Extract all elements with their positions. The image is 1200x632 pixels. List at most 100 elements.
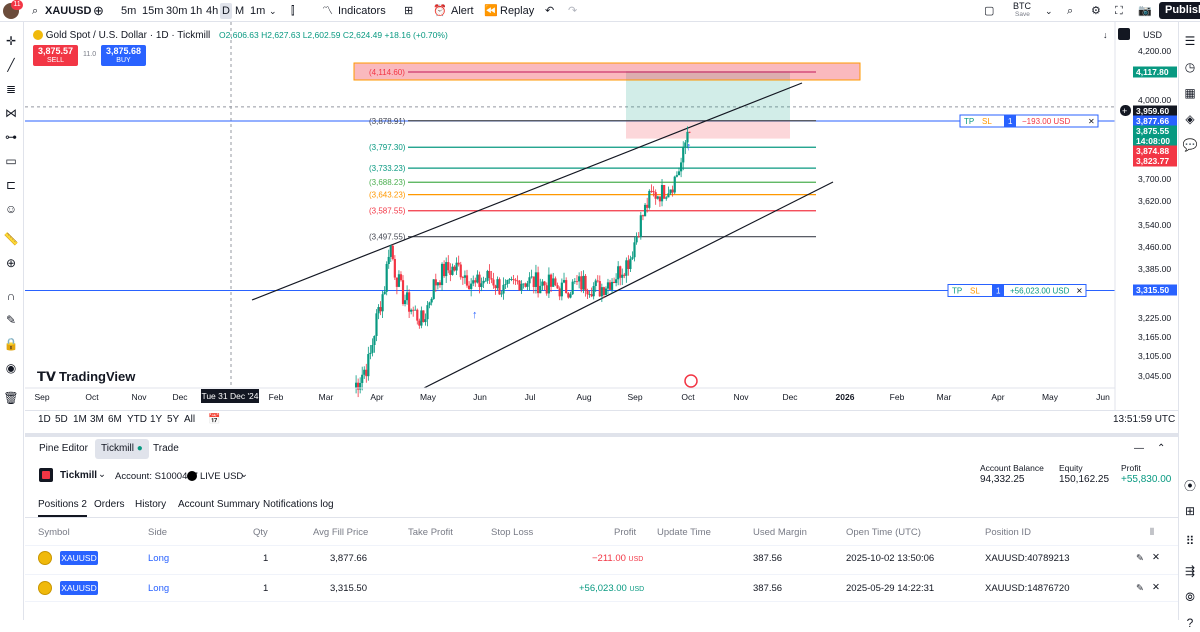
publish-button[interactable]: Publish	[1159, 2, 1200, 19]
goto-date-icon[interactable]: 📅	[208, 414, 221, 425]
range-ytd[interactable]: YTD	[127, 414, 147, 425]
search-icon[interactable]: ⌕	[32, 5, 39, 17]
account-id[interactable]: Account: S1000447	[115, 471, 198, 482]
minimize-panel-icon[interactable]: —	[1134, 443, 1144, 454]
fullscreen-icon[interactable]: ⛶	[1115, 5, 1123, 17]
edit-icon[interactable]: ✎	[1136, 583, 1144, 594]
interval-d[interactable]: D	[220, 3, 232, 19]
range-1y[interactable]: 1Y	[150, 414, 163, 425]
range-3m[interactable]: 3M	[90, 414, 104, 425]
community-icon[interactable]: ⦿	[1183, 478, 1196, 493]
layouts-icon[interactable]: ⊞	[404, 5, 414, 17]
header-qty[interactable]: Qty	[253, 527, 268, 538]
trash-icon[interactable]: 🗑	[3, 391, 19, 405]
settings-icon[interactable]: ⚙	[1091, 5, 1101, 17]
header-symbol[interactable]: Symbol	[38, 527, 70, 538]
broadcast-icon[interactable]: ⦾	[1185, 589, 1195, 604]
chevron-down-icon[interactable]: ⌄	[240, 469, 248, 480]
range-all[interactable]: All	[184, 414, 196, 425]
account-live[interactable]: LIVE USD	[200, 471, 244, 482]
symbol-badge[interactable]: XAUUSD	[60, 551, 98, 565]
screener-icon[interactable]: ⊞	[1184, 504, 1196, 518]
range-5d[interactable]: 5D	[55, 414, 68, 425]
add-symbol-icon[interactable]: ⊕	[93, 3, 104, 18]
alerts-clock-icon[interactable]: ◷	[1184, 60, 1196, 74]
chevron-down-icon[interactable]: ⌄	[98, 469, 106, 480]
chevron-down-icon[interactable]: ⌄	[269, 6, 277, 16]
watchlist-icon[interactable]: ☰	[1184, 34, 1196, 48]
range-1m[interactable]: 1M	[73, 414, 87, 425]
close-icon[interactable]: ✕	[1152, 582, 1160, 593]
replay-button[interactable]: Replay	[500, 5, 535, 17]
subtab-history[interactable]: History	[135, 499, 167, 510]
subtab-positions[interactable]: Positions 2	[38, 499, 87, 517]
layers-icon[interactable]: ◈	[1185, 112, 1195, 126]
draw-mode-icon[interactable]: ✎	[5, 313, 17, 327]
apps-icon[interactable]: ⠿	[1185, 534, 1195, 548]
signal-icon[interactable]: ⇶	[1184, 564, 1196, 578]
pattern-icon[interactable]: ⋈	[5, 106, 17, 120]
alert-icon[interactable]: ⏰	[433, 5, 447, 17]
maximize-panel-icon[interactable]: ⌃	[1157, 443, 1166, 454]
header-avg-fill[interactable]: Avg Fill Price	[313, 527, 369, 538]
columns-settings-icon[interactable]: ⫴	[1150, 527, 1154, 538]
tab-tickmill[interactable]: Tickmill ●	[95, 439, 149, 459]
redo-icon[interactable]: ↷	[568, 5, 578, 17]
range-6m[interactable]: 6M	[108, 414, 122, 425]
chevron-down-icon[interactable]: ⌄	[1045, 6, 1053, 16]
subtab-orders[interactable]: Orders	[94, 499, 125, 510]
table-row[interactable]	[25, 574, 1178, 602]
interval-15m[interactable]: 15m	[142, 5, 164, 17]
emoji-icon[interactable]: ☺	[4, 202, 18, 216]
interval-5m[interactable]: 5m	[121, 5, 137, 17]
ruler-icon[interactable]: 📏	[3, 232, 19, 246]
header-take-profit[interactable]: Take Profit	[408, 527, 453, 538]
replay-icon[interactable]: ⏪	[484, 5, 498, 17]
header-position-id[interactable]: Position ID	[985, 527, 1031, 538]
broker-name[interactable]: Tickmill	[60, 470, 98, 481]
subtab-notifications-log[interactable]: Notifications log	[263, 499, 334, 510]
header-used-margin[interactable]: Used Margin	[753, 527, 807, 538]
crosshair-icon[interactable]: ✛	[5, 34, 17, 48]
interval-4h[interactable]: 4h	[206, 5, 219, 17]
chart-title[interactable]: Gold Spot / U.S. Dollar · 1D · Tickmill	[45, 30, 211, 41]
undo-icon[interactable]: ↶	[545, 5, 555, 17]
header-update-time[interactable]: Update Time	[657, 527, 711, 538]
header-open-time[interactable]: Open Time (UTC)	[846, 527, 921, 538]
layout-square-icon[interactable]: ▢	[984, 5, 995, 17]
range-5y[interactable]: 5Y	[167, 414, 180, 425]
candle-type-icon[interactable]: ⫿	[291, 5, 295, 17]
close-icon[interactable]: ✕	[1152, 552, 1160, 563]
tab-pine-editor[interactable]: Pine Editor	[39, 443, 88, 454]
symbol-name[interactable]: XAUUSD	[45, 5, 92, 17]
magnet-icon[interactable]: ∩	[6, 289, 16, 303]
indicators-button[interactable]: Indicators	[338, 5, 386, 17]
buy-button[interactable]: 3,875.68 BUY	[101, 45, 146, 66]
fib-icon[interactable]: ≣	[5, 82, 17, 96]
interval-m[interactable]: M	[235, 5, 245, 17]
edit-icon[interactable]: ✎	[1136, 553, 1144, 564]
camera-icon[interactable]: 📷	[1138, 5, 1152, 17]
subtab-account-summary[interactable]: Account Summary	[178, 499, 260, 510]
interval-1m[interactable]: 1m	[250, 5, 266, 17]
rectangle-icon[interactable]: ▭	[5, 154, 17, 168]
zoom-icon[interactable]: ⊕	[5, 256, 17, 270]
clock-readout[interactable]: 13:51:59 UTC	[1113, 414, 1176, 425]
tab-trade[interactable]: Trade	[153, 443, 179, 454]
alert-button[interactable]: Alert	[451, 5, 474, 17]
btc-layout-name[interactable]: BTC	[1013, 1, 1031, 11]
range-1d[interactable]: 1D	[38, 414, 51, 425]
trendline-icon[interactable]: ╱	[7, 58, 15, 72]
eye-icon[interactable]: ◉	[5, 361, 17, 375]
header-side[interactable]: Side	[148, 527, 168, 538]
lock-icon[interactable]: 🔒	[3, 337, 19, 351]
symbol-badge[interactable]: XAUUSD	[60, 581, 98, 595]
chat-icon[interactable]: 💬	[1182, 138, 1198, 152]
interval-1h[interactable]: 1h	[190, 5, 203, 17]
projection-icon[interactable]: ⊶	[5, 130, 17, 144]
header-stop-loss[interactable]: Stop Loss	[491, 527, 534, 538]
quick-search-icon[interactable]: ⌕	[1067, 5, 1074, 17]
interval-30m[interactable]: 30m	[166, 5, 188, 17]
sell-button[interactable]: 3,875.57 SELL	[33, 45, 78, 66]
